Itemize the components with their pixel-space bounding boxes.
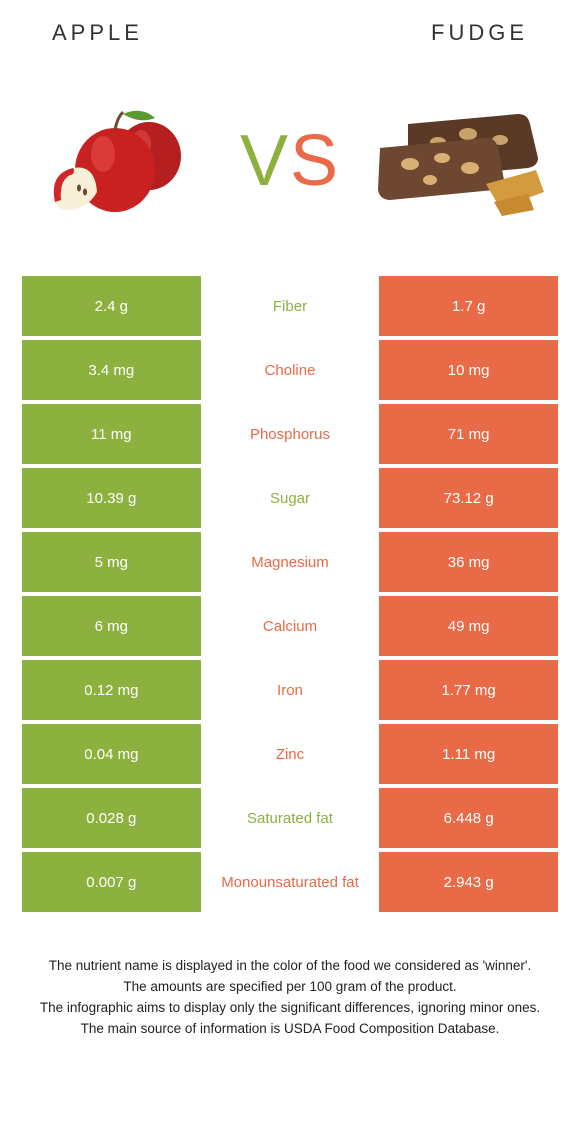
table-row: 3.4 mgCholine10 mg: [22, 340, 558, 400]
right-food-title: FUDGE: [431, 20, 528, 46]
left-value-cell: 0.04 mg: [22, 724, 201, 784]
right-value-cell: 6.448 g: [379, 788, 558, 848]
vs-v-letter: V: [240, 121, 290, 201]
nutrient-name-cell: Sugar: [201, 468, 380, 528]
right-value-cell: 49 mg: [379, 596, 558, 656]
table-row: 0.12 mgIron1.77 mg: [22, 660, 558, 720]
left-value-cell: 5 mg: [22, 532, 201, 592]
footer-line-1: The nutrient name is displayed in the co…: [28, 956, 552, 977]
nutrient-name-cell: Monounsaturated fat: [201, 852, 380, 912]
footer-line-2: The amounts are specified per 100 gram o…: [28, 977, 552, 998]
nutrient-name-cell: Fiber: [201, 276, 380, 336]
right-value-cell: 73.12 g: [379, 468, 558, 528]
left-value-cell: 0.12 mg: [22, 660, 201, 720]
table-row: 10.39 gSugar73.12 g: [22, 468, 558, 528]
right-value-cell: 1.7 g: [379, 276, 558, 336]
right-value-cell: 1.11 mg: [379, 724, 558, 784]
vs-row: VS: [22, 96, 558, 226]
fudge-image: [368, 96, 548, 226]
left-value-cell: 11 mg: [22, 404, 201, 464]
table-row: 0.007 gMonounsaturated fat2.943 g: [22, 852, 558, 912]
table-row: 0.028 gSaturated fat6.448 g: [22, 788, 558, 848]
right-value-cell: 2.943 g: [379, 852, 558, 912]
left-value-cell: 3.4 mg: [22, 340, 201, 400]
infographic-container: APPLE FUDGE VS: [0, 0, 580, 1060]
apple-image: [32, 96, 212, 226]
table-row: 11 mgPhosphorus71 mg: [22, 404, 558, 464]
left-value-cell: 0.028 g: [22, 788, 201, 848]
table-row: 0.04 mgZinc1.11 mg: [22, 724, 558, 784]
footer-notes: The nutrient name is displayed in the co…: [22, 956, 558, 1040]
nutrient-name-cell: Calcium: [201, 596, 380, 656]
vs-s-letter: S: [290, 121, 340, 201]
right-value-cell: 36 mg: [379, 532, 558, 592]
nutrient-name-cell: Choline: [201, 340, 380, 400]
table-row: 2.4 gFiber1.7 g: [22, 276, 558, 336]
left-value-cell: 6 mg: [22, 596, 201, 656]
apple-icon: [37, 96, 207, 226]
left-value-cell: 2.4 g: [22, 276, 201, 336]
right-value-cell: 1.77 mg: [379, 660, 558, 720]
nutrient-table: 2.4 gFiber1.7 g3.4 mgCholine10 mg11 mgPh…: [22, 276, 558, 912]
vs-label: VS: [240, 120, 340, 202]
left-food-title: APPLE: [52, 20, 143, 46]
footer-line-4: The main source of information is USDA F…: [28, 1019, 552, 1040]
nutrient-name-cell: Phosphorus: [201, 404, 380, 464]
fudge-icon: [368, 106, 548, 216]
nutrient-name-cell: Magnesium: [201, 532, 380, 592]
right-value-cell: 10 mg: [379, 340, 558, 400]
nutrient-name-cell: Zinc: [201, 724, 380, 784]
nutrient-name-cell: Iron: [201, 660, 380, 720]
table-row: 6 mgCalcium49 mg: [22, 596, 558, 656]
footer-line-3: The infographic aims to display only the…: [28, 998, 552, 1019]
left-value-cell: 0.007 g: [22, 852, 201, 912]
header-row: APPLE FUDGE: [22, 20, 558, 76]
table-row: 5 mgMagnesium36 mg: [22, 532, 558, 592]
nutrient-name-cell: Saturated fat: [201, 788, 380, 848]
left-value-cell: 10.39 g: [22, 468, 201, 528]
right-value-cell: 71 mg: [379, 404, 558, 464]
